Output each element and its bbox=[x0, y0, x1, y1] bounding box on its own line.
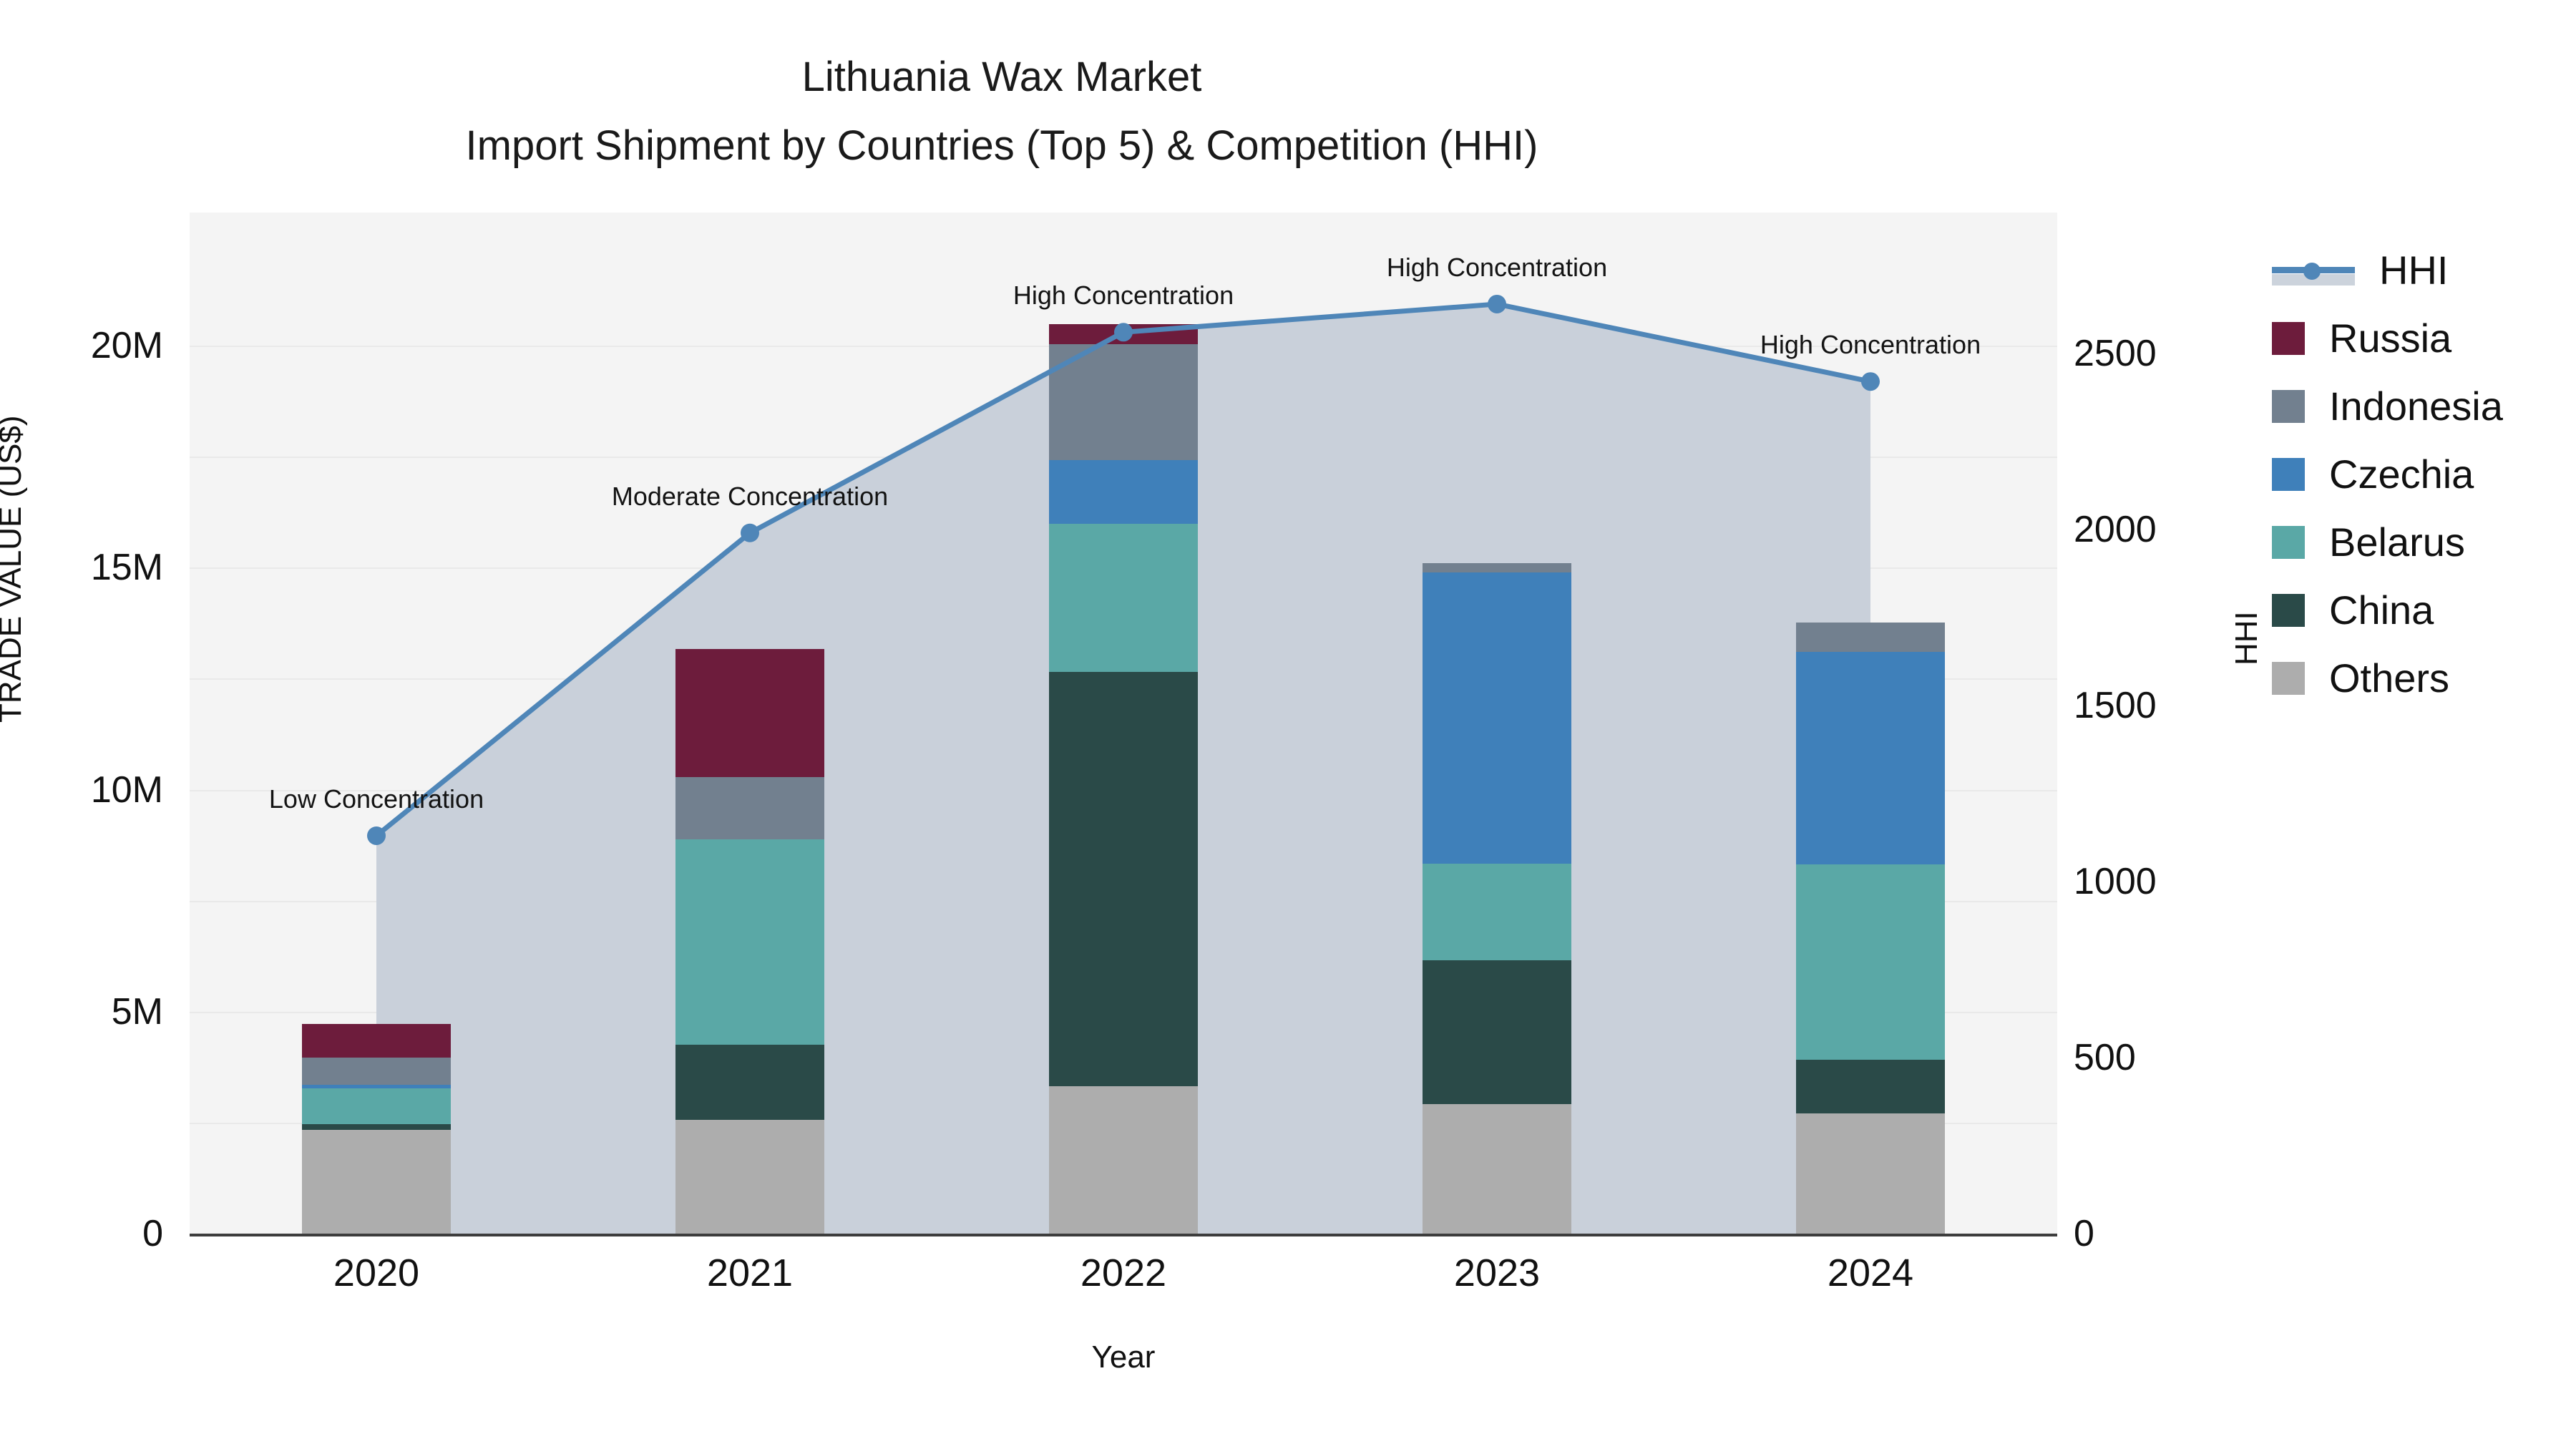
bar-segment-others[interactable] bbox=[302, 1130, 451, 1234]
legend-line-icon bbox=[2272, 254, 2355, 287]
y-right-tick: 2000 bbox=[2074, 508, 2157, 550]
bar-segment-belarus[interactable] bbox=[675, 839, 824, 1045]
bar-segment-belarus[interactable] bbox=[1423, 863, 1571, 960]
y-axis-right-label: HHI bbox=[2229, 611, 2264, 665]
bar-segment-indonesia[interactable] bbox=[1423, 562, 1571, 573]
annotation-label: Low Concentration bbox=[268, 784, 484, 814]
chart-title-line-1: Lithuania Wax Market bbox=[801, 54, 1202, 100]
bar-segment-others[interactable] bbox=[1049, 1086, 1198, 1234]
y-left-tick: 20M bbox=[90, 325, 163, 367]
y-right-tick: 1500 bbox=[2074, 684, 2157, 726]
legend-swatch bbox=[2272, 321, 2305, 355]
x-axis-tick: 2022 bbox=[1080, 1252, 1167, 1294]
hhi-line bbox=[190, 213, 2057, 1234]
annotation-label: High Concentration bbox=[1760, 330, 1981, 360]
bar-segment-china[interactable] bbox=[675, 1045, 824, 1120]
y-left-tick: 5M bbox=[111, 990, 163, 1033]
legend-label: Others bbox=[2329, 655, 2450, 701]
legend-swatch bbox=[2272, 389, 2305, 423]
legend-label: Russia bbox=[2329, 316, 2452, 361]
legend-swatch bbox=[2272, 457, 2305, 491]
legend-item-indonesia[interactable]: Indonesia bbox=[2272, 372, 2503, 440]
legend-item-czechia[interactable]: Czechia bbox=[2272, 440, 2503, 508]
stacked-bar[interactable] bbox=[1049, 324, 1198, 1234]
bar-segment-indonesia[interactable] bbox=[675, 777, 824, 840]
stacked-bar[interactable] bbox=[302, 1023, 451, 1234]
chart-title: Lithuania Wax Market Import Shipment by … bbox=[0, 43, 2004, 180]
hhi-marker[interactable] bbox=[1114, 323, 1133, 342]
x-axis-tick: 2021 bbox=[706, 1252, 794, 1294]
y-right-tick: 1000 bbox=[2074, 860, 2157, 902]
bar-segment-indonesia[interactable] bbox=[1796, 623, 1945, 653]
bar-segment-czechia[interactable] bbox=[302, 1085, 451, 1089]
annotation-label: Moderate Concentration bbox=[611, 481, 889, 511]
bar-segment-russia[interactable] bbox=[675, 648, 824, 778]
legend-swatch bbox=[2272, 593, 2305, 627]
x-axis-tick: 2023 bbox=[1453, 1252, 1541, 1294]
legend-label: Belarus bbox=[2329, 519, 2465, 565]
hhi-marker[interactable] bbox=[1861, 372, 1880, 391]
y-left-tick: 10M bbox=[90, 769, 163, 811]
legend-label: Indonesia bbox=[2329, 384, 2503, 429]
y-axis-left-label: TRADE VALUE (US$) bbox=[0, 415, 28, 723]
x-axis-label: Year bbox=[1091, 1340, 1156, 1375]
legend: HHI Russia Indonesia Czechia Belarus China Oth… bbox=[2272, 236, 2503, 712]
x-axis-tick: 2024 bbox=[1827, 1252, 1914, 1294]
legend-label: China bbox=[2329, 587, 2434, 633]
annotation-label: High Concentration bbox=[1386, 252, 1608, 282]
x-axis-tick: 2020 bbox=[333, 1252, 420, 1294]
hhi-marker[interactable] bbox=[1488, 294, 1506, 313]
bar-segment-czechia[interactable] bbox=[1796, 652, 1945, 865]
legend-item-others[interactable]: Others bbox=[2272, 644, 2503, 712]
hhi-marker[interactable] bbox=[367, 826, 386, 845]
legend-swatch bbox=[2272, 661, 2305, 695]
bar-segment-russia[interactable] bbox=[302, 1023, 451, 1058]
legend-swatch bbox=[2272, 525, 2305, 559]
y-right-tick: 0 bbox=[2074, 1213, 2094, 1254]
legend-item-hhi[interactable]: HHI bbox=[2272, 236, 2503, 304]
bar-segment-belarus[interactable] bbox=[302, 1088, 451, 1124]
legend-item-china[interactable]: China bbox=[2272, 576, 2503, 644]
bar-segment-china[interactable] bbox=[1049, 671, 1198, 1087]
bar-segment-china[interactable] bbox=[302, 1123, 451, 1131]
hhi-marker[interactable] bbox=[741, 523, 759, 542]
bar-segment-others[interactable] bbox=[1423, 1103, 1571, 1234]
legend-item-belarus[interactable]: Belarus bbox=[2272, 508, 2503, 576]
bar-segment-belarus[interactable] bbox=[1796, 864, 1945, 1060]
y-left-tick: 15M bbox=[90, 547, 163, 589]
stacked-bar[interactable] bbox=[1796, 623, 1945, 1234]
bar-segment-czechia[interactable] bbox=[1423, 572, 1571, 864]
bar-segment-china[interactable] bbox=[1423, 960, 1571, 1104]
bar-segment-belarus[interactable] bbox=[1049, 523, 1198, 672]
bar-segment-indonesia[interactable] bbox=[302, 1057, 451, 1085]
bar-segment-china[interactable] bbox=[1796, 1060, 1945, 1114]
legend-label: HHI bbox=[2379, 248, 2449, 293]
x-axis-line bbox=[190, 1234, 2057, 1236]
legend-label: Czechia bbox=[2329, 452, 2474, 497]
y-right-tick: 500 bbox=[2074, 1036, 2136, 1078]
y-axis-right: 0 500 1000 1500 2000 2500 bbox=[2068, 213, 2283, 1254]
y-right-tick: 2500 bbox=[2074, 332, 2157, 374]
annotation-label: High Concentration bbox=[1013, 280, 1234, 311]
bar-segment-others[interactable] bbox=[675, 1119, 824, 1234]
bar-segment-indonesia[interactable] bbox=[1049, 344, 1198, 461]
stacked-bar[interactable] bbox=[675, 648, 824, 1234]
y-left-tick: 0 bbox=[142, 1213, 163, 1254]
stacked-bar[interactable] bbox=[1423, 562, 1571, 1234]
legend-item-russia[interactable]: Russia bbox=[2272, 304, 2503, 372]
bar-segment-czechia[interactable] bbox=[1049, 460, 1198, 524]
bar-segment-others[interactable] bbox=[1796, 1113, 1945, 1234]
plot-area: Low Concentration Moderate Concentration H… bbox=[190, 213, 2057, 1235]
concentration-annotations: Low Concentration Moderate Concentration H… bbox=[190, 213, 2057, 1234]
y-axis-left: 0 5M 10M 15M 20M bbox=[0, 213, 179, 1254]
chart-title-line-2: Import Shipment by Countries (Top 5) & C… bbox=[465, 122, 1538, 169]
stacked-bars bbox=[190, 213, 2057, 1234]
